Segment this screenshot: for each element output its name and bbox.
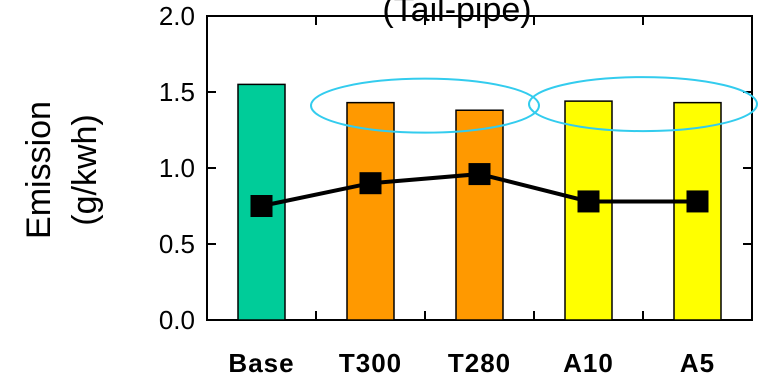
x-category-label: A5 — [680, 348, 715, 378]
y-tick-label: 0.0 — [159, 305, 195, 335]
x-category-label: A10 — [563, 348, 614, 378]
y-axis-label: Emission — [20, 101, 58, 239]
y-axis-unit-label: (g/kwh) — [66, 114, 104, 225]
line-point-a10 — [577, 190, 600, 213]
y-tick-label: 1.5 — [159, 77, 195, 107]
x-category-label: T300 — [339, 348, 402, 378]
x-category-label: T280 — [448, 348, 511, 378]
bar-t300 — [346, 101, 395, 321]
line-point-t300 — [359, 172, 382, 195]
y-tick-label: 2.0 — [159, 1, 195, 31]
y-tick-label: 0.5 — [159, 229, 195, 259]
y-tick-label: 1.0 — [159, 153, 195, 183]
chart-title: (Tail-pipe) — [382, 0, 531, 29]
line-point-a5 — [686, 190, 709, 213]
x-category-label: Base — [228, 348, 294, 378]
highlight-ellipse-t-group — [310, 77, 540, 134]
bar-t280 — [455, 109, 504, 321]
highlight-ellipse-a-group — [528, 76, 758, 133]
line-point-base — [250, 195, 273, 217]
line-point-t280 — [468, 163, 491, 186]
